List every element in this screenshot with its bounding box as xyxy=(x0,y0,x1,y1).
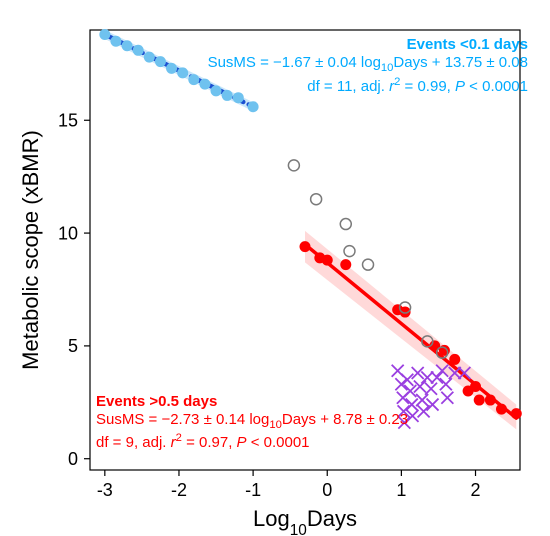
data-point xyxy=(300,241,311,252)
data-point xyxy=(177,67,188,78)
x-axis-label: Log10Days xyxy=(253,506,357,536)
ytick-label: 5 xyxy=(68,336,78,356)
data-point xyxy=(449,354,460,365)
annotation-line3: df = 11, adj. r2 = 0.99, P < 0.0001 xyxy=(208,76,528,96)
xtick-label: -2 xyxy=(171,480,187,500)
xtick-label: 2 xyxy=(471,480,481,500)
xtick-label: -3 xyxy=(97,480,113,500)
annotation-title: Events >0.5 days xyxy=(96,393,408,411)
data-point xyxy=(340,259,351,270)
data-point xyxy=(166,63,177,74)
data-point xyxy=(322,255,333,266)
annotation-top: Events <0.1 daysSusMS = −1.67 ± 0.04 log… xyxy=(208,36,528,96)
ytick-label: 15 xyxy=(58,111,78,131)
annotation-line2: SusMS = −2.73 ± 0.14 log10Days + 8.78 ± … xyxy=(96,411,408,433)
data-point xyxy=(470,381,481,392)
data-point xyxy=(110,36,121,47)
data-point xyxy=(511,408,522,419)
ytick-label: 10 xyxy=(58,223,78,243)
annotation-bottom: Events >0.5 daysSusMS = −2.73 ± 0.14 log… xyxy=(96,393,408,453)
data-point xyxy=(474,395,485,406)
annotation-line3: df = 9, adj. r2 = 0.97, P < 0.0001 xyxy=(96,432,408,452)
xtick-label: -1 xyxy=(245,480,261,500)
data-point xyxy=(248,101,259,112)
data-point xyxy=(485,395,496,406)
ytick-label: 0 xyxy=(68,449,78,469)
annotation-title: Events <0.1 days xyxy=(208,36,528,54)
data-point xyxy=(188,74,199,85)
data-point xyxy=(99,29,110,40)
data-point xyxy=(155,56,166,67)
data-point xyxy=(496,404,507,415)
data-point xyxy=(133,45,144,56)
xtick-label: 1 xyxy=(396,480,406,500)
xtick-label: 0 xyxy=(322,480,332,500)
chart-container: -3 -2 -1 0 1 2 0 5 10 15 Log10Days Metabolic scope … xyxy=(0,0,550,536)
data-point xyxy=(439,345,450,356)
data-point xyxy=(144,52,155,63)
annotation-line2: SusMS = −1.67 ± 0.04 log10Days + 13.75 ±… xyxy=(208,54,528,76)
y-axis-label: Metabolic scope (xBMR) xyxy=(18,130,43,370)
data-point xyxy=(122,40,133,51)
